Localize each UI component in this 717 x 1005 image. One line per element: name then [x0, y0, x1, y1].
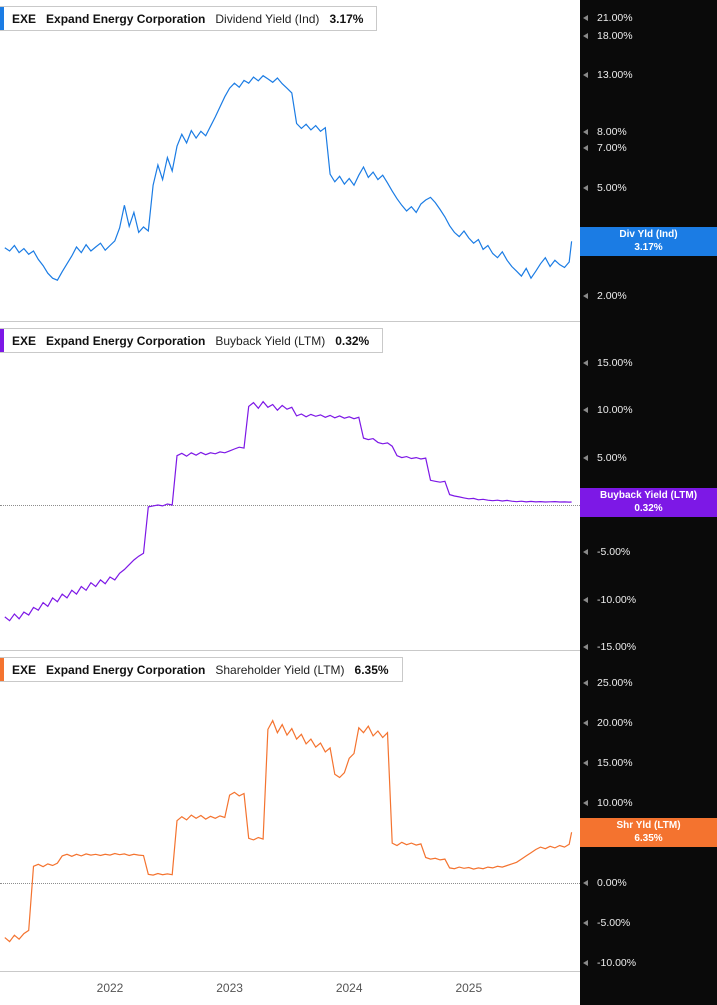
y-tick-label: 0.00%: [597, 877, 627, 890]
tick-arrow-icon: [583, 359, 588, 366]
y-axis-rail: Div Yld (Ind) 3.17% Buyback Yield (LTM) …: [580, 0, 717, 1005]
plot-area-dividend-yield[interactable]: [0, 0, 580, 322]
chart-panel-shareholder-yield[interactable]: EXE Expand Energy Corporation Shareholde…: [0, 651, 580, 972]
tick-arrow-icon: [583, 680, 588, 686]
series-color-bar: [0, 329, 4, 352]
tick-arrow-icon: [583, 33, 588, 40]
chart-panel-buyback-yield[interactable]: EXE Expand Energy Corporation Buyback Yi…: [0, 322, 580, 651]
metric-value: 3.17%: [329, 11, 364, 26]
tick-arrow-icon: [583, 760, 588, 767]
zero-line: [0, 883, 580, 885]
y-tick-label: 5.00%: [597, 181, 627, 194]
y-tick-label: 20.00%: [597, 717, 633, 729]
badge-value: 0.32%: [634, 503, 663, 514]
y-tick-label: 2.00%: [597, 289, 627, 302]
y-tick-label: 25.00%: [597, 677, 633, 689]
tick-arrow-icon: [583, 720, 588, 726]
y-tick-label: -5.00%: [597, 546, 631, 559]
y-tick-label: 13.00%: [597, 68, 633, 81]
badge-series-name: Div Yld (Ind): [619, 229, 678, 241]
chart-panel-dividend-yield[interactable]: EXE Expand Energy Corporation Dividend Y…: [0, 0, 580, 322]
tick-arrow-icon: [583, 549, 588, 556]
badge-series-name: Buyback Yield (LTM): [599, 490, 698, 501]
y-tick-label: 10.00%: [597, 797, 633, 810]
y-tick-label: 7.00%: [597, 141, 627, 154]
tick-arrow-icon: [583, 960, 588, 967]
last-value-badge-dividend-yield: Div Yld (Ind) 3.17%: [580, 226, 717, 256]
badge-value: 3.17%: [634, 242, 663, 254]
y-tick-label: 21.00%: [597, 12, 633, 25]
chart-header-shareholder-yield[interactable]: EXE Expand Energy Corporation Shareholde…: [0, 657, 403, 682]
x-axis: 2022 2023 2024 2025: [0, 972, 580, 1005]
metric-label: Dividend Yield (Ind): [215, 11, 320, 26]
ticker-label: EXE: [12, 333, 37, 348]
plot-area-buyback-yield[interactable]: [0, 322, 580, 651]
y-tick-label: 10.00%: [597, 404, 633, 417]
tick-arrow-icon: [583, 596, 588, 603]
x-axis-year-label: 2025: [455, 981, 483, 995]
series-line-buyback-yield: [4, 400, 572, 622]
company-label: Expand Energy Corporation: [46, 11, 206, 26]
company-label: Expand Energy Corporation: [46, 333, 206, 348]
chart-header-buyback-yield[interactable]: EXE Expand Energy Corporation Buyback Yi…: [0, 328, 384, 353]
last-value-badge-shareholder-yield: Shr Yld (LTM) 6.35%: [580, 817, 717, 847]
metric-value: 0.32%: [335, 333, 370, 348]
tick-arrow-icon: [583, 454, 588, 461]
tick-arrow-icon: [583, 71, 588, 78]
tick-arrow-icon: [583, 292, 588, 299]
x-axis-year-label: 2022: [96, 981, 124, 995]
x-axis-year-label: 2024: [335, 981, 363, 995]
y-tick-label: -5.00%: [597, 917, 631, 930]
series-line-dividend-yield: [4, 74, 573, 281]
series-color-bar: [0, 7, 4, 30]
tick-arrow-icon: [583, 920, 588, 927]
series-line-shareholder-yield: [4, 719, 573, 943]
y-tick-label: 8.00%: [597, 126, 627, 139]
y-tick-label: 5.00%: [597, 451, 627, 464]
y-tick-label: 15.00%: [597, 757, 633, 770]
chart-header-dividend-yield[interactable]: EXE Expand Energy Corporation Dividend Y…: [0, 6, 378, 31]
x-axis-year-label: 2023: [216, 981, 243, 995]
badge-value: 6.35%: [634, 833, 663, 845]
ticker-label: EXE: [12, 662, 37, 677]
tick-arrow-icon: [583, 880, 588, 887]
y-tick-label: -15.00%: [597, 641, 637, 654]
y-tick-label: 18.00%: [597, 30, 633, 43]
metric-value: 6.35%: [354, 662, 389, 677]
badge-series-name: Shr Yld (LTM): [616, 820, 681, 832]
y-tick-label: -10.00%: [597, 957, 637, 970]
y-tick-label: -10.00%: [597, 593, 637, 606]
tick-arrow-icon: [583, 800, 588, 807]
metric-label: Shareholder Yield (LTM): [215, 662, 345, 677]
plot-area-shareholder-yield[interactable]: [0, 651, 580, 972]
tick-arrow-icon: [583, 184, 588, 191]
tick-arrow-icon: [583, 644, 588, 651]
y-tick-label: 15.00%: [597, 356, 633, 369]
zero-line: [0, 505, 580, 506]
metric-label: Buyback Yield (LTM): [215, 333, 326, 348]
company-label: Expand Energy Corporation: [46, 662, 206, 677]
tick-arrow-icon: [583, 407, 588, 414]
tick-arrow-icon: [583, 15, 588, 22]
last-value-badge-buyback-yield: Buyback Yield (LTM) 0.32%: [580, 487, 717, 517]
tick-arrow-icon: [583, 144, 588, 151]
ticker-label: EXE: [12, 11, 37, 26]
series-color-bar: [0, 658, 4, 681]
tick-arrow-icon: [583, 129, 588, 136]
